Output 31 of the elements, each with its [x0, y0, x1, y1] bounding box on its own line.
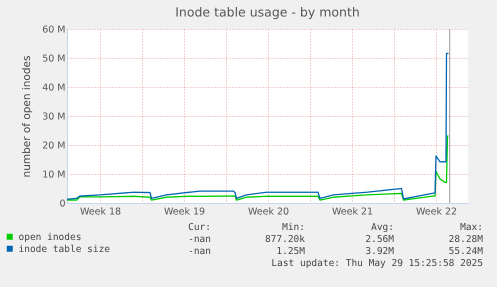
text: 2.56M [365, 234, 394, 245]
y-tick-label: 0 [59, 198, 66, 210]
text: 1.25M [276, 246, 305, 257]
line-series [66, 52, 450, 200]
text: 3.92M [365, 246, 394, 257]
x-tick-label: Week 18 [80, 206, 122, 218]
x-tick-label: Week 22 [416, 206, 458, 218]
y-axis-title: number of open inodes [21, 56, 34, 178]
line-series [66, 135, 450, 201]
y-tick-label: 20 M [42, 140, 66, 152]
legend-label: inode table size [18, 244, 110, 255]
y-tick-label: 40 M [42, 82, 66, 94]
text: Last update: Thu May 29 15:25:58 2025 [271, 258, 483, 269]
chart-title: Inode table usage - by month [175, 4, 360, 20]
y-tick-label: 50 M [42, 54, 66, 64]
y-tick-label: 60 M [42, 24, 66, 36]
text: Avg: [371, 222, 394, 233]
y-tick-label: 10 M [42, 170, 66, 180]
text: 28.28M [448, 234, 483, 245]
text: Min: [282, 222, 305, 233]
text: -nan [188, 234, 211, 245]
y-tick-label: 30 M [42, 112, 66, 122]
text: 877.20k [264, 234, 305, 245]
x-tick-label: Week 20 [248, 206, 290, 218]
text: 55.24M [448, 246, 483, 257]
text: Cur: [188, 222, 211, 233]
text: Max: [460, 222, 483, 233]
legend-label: open inodes [18, 232, 82, 243]
x-tick-label: Week 21 [332, 206, 374, 218]
text: -nan [188, 246, 211, 257]
x-tick-label: Week 19 [164, 206, 206, 218]
